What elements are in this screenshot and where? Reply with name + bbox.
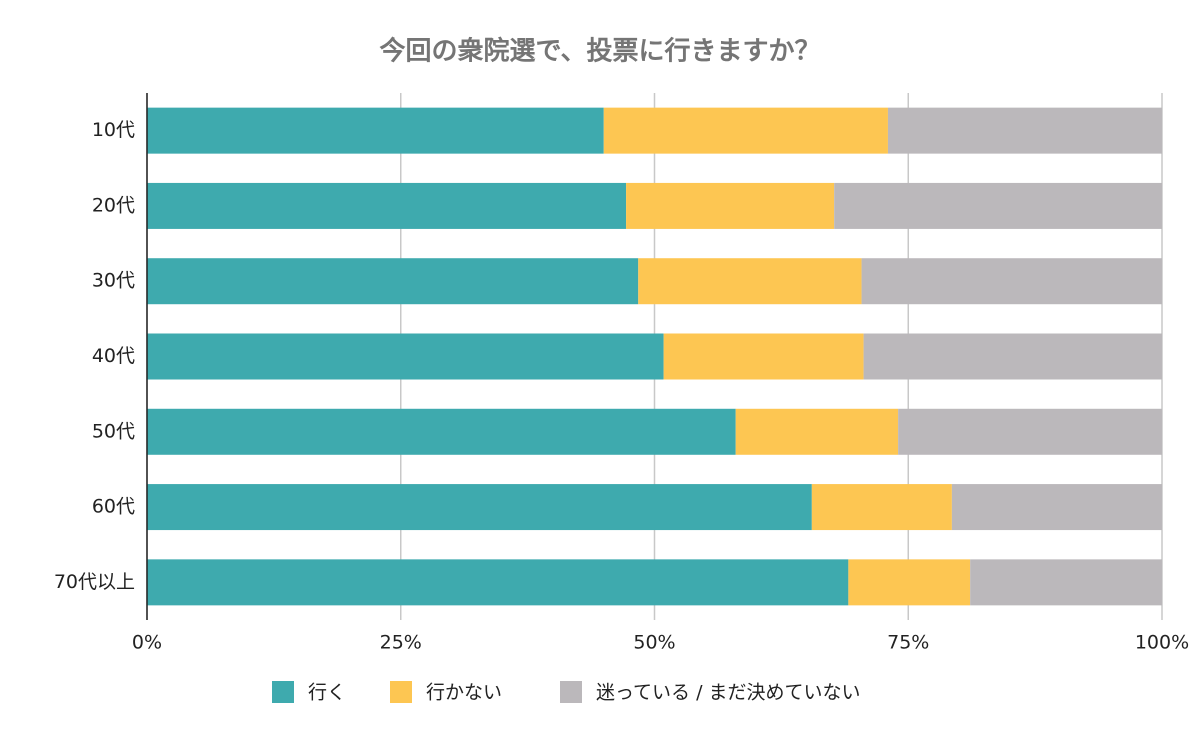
bar-segment: [887, 107, 1162, 154]
bar-segment: [147, 559, 849, 606]
x-tick-label: 100%: [1135, 632, 1189, 654]
y-tick-label: 70代以上: [54, 571, 135, 593]
bar-segment: [147, 107, 604, 154]
y-tick-label: 10代: [92, 119, 135, 141]
y-tick-label: 40代: [92, 345, 135, 367]
bar-segment: [970, 559, 1162, 606]
bar-segment: [863, 333, 1162, 380]
bar-segment: [861, 258, 1162, 305]
bar-segment: [147, 484, 812, 531]
y-tick-label: 20代: [92, 194, 135, 216]
legend-label: 迷っている / まだ決めていない: [596, 682, 861, 704]
x-tick-label: 25%: [380, 632, 422, 654]
bar-segment: [848, 559, 971, 606]
bar-segment: [735, 408, 899, 455]
y-tick-label: 60代: [92, 496, 135, 518]
x-tick-label: 50%: [633, 632, 675, 654]
bar-segment: [898, 408, 1162, 455]
legend-swatch: [272, 681, 294, 703]
legend-label: 行く: [308, 682, 346, 704]
bar-segment: [147, 182, 627, 229]
bar-segment: [626, 182, 835, 229]
bar-segment: [834, 182, 1162, 229]
bar-segment: [638, 258, 862, 305]
bar-segment: [951, 484, 1162, 531]
legend-label: 行かない: [426, 682, 502, 704]
bar-segment: [603, 107, 888, 154]
y-tick-label: 50代: [92, 420, 135, 442]
bar-segment: [147, 258, 639, 305]
chart-title: 今回の衆院選で、投票に行きますか？: [380, 36, 821, 67]
bar-segment: [811, 484, 952, 531]
bar-segment: [663, 333, 864, 380]
x-tick-label: 0%: [132, 632, 162, 654]
legend-swatch: [390, 681, 412, 703]
x-tick-label: 75%: [887, 632, 929, 654]
legend-swatch: [560, 681, 582, 703]
bar-segment: [147, 408, 736, 455]
bar-segment: [147, 333, 664, 380]
y-tick-label: 30代: [92, 270, 135, 292]
